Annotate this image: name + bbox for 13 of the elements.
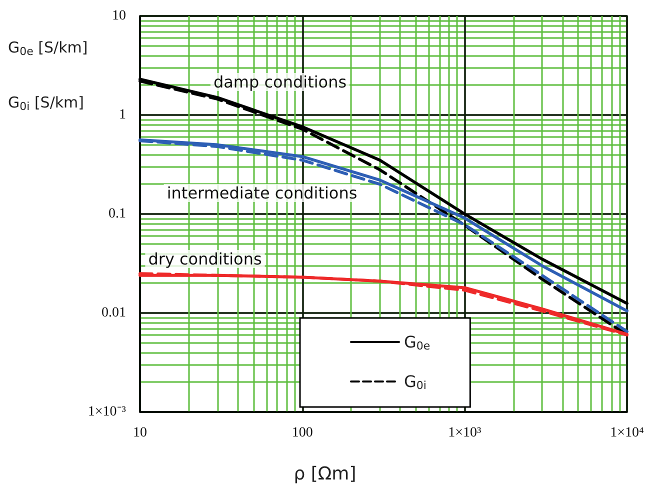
- y-tick-label: 1: [119, 108, 126, 122]
- y-tick-label: 1×10⁻³: [88, 404, 126, 420]
- x-tick-label: 1×10⁴: [610, 426, 644, 440]
- annotation: dry conditions: [148, 250, 262, 268]
- annotation: damp conditions: [213, 72, 347, 92]
- y-tick-label: 0.01: [102, 306, 126, 320]
- x-tick-label: 100: [292, 426, 313, 440]
- annotation: intermediate conditions: [166, 184, 358, 202]
- x-tick-label: 10: [133, 426, 147, 440]
- y-tick-label: 0.1: [108, 206, 126, 222]
- y-tick-label: 10: [112, 8, 126, 24]
- x-axis-title: ρ [Ωm]: [294, 464, 356, 484]
- x-tick-label: 1×10³: [448, 426, 482, 440]
